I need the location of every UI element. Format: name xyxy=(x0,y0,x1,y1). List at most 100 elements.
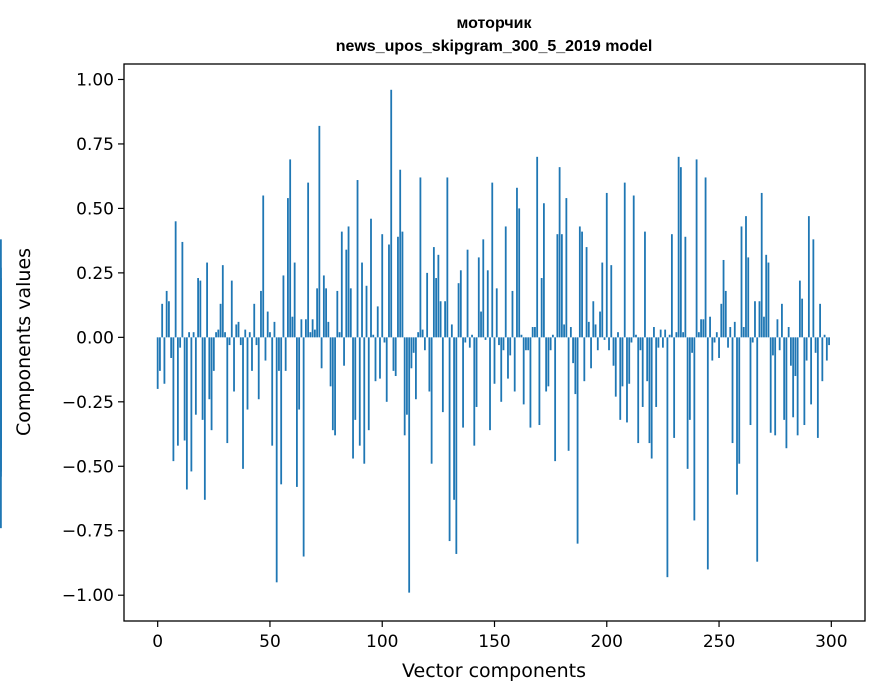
bar xyxy=(253,303,256,338)
bar xyxy=(448,337,451,542)
bars-group xyxy=(0,89,830,593)
bar xyxy=(578,226,581,338)
y-tick-label: −0.25 xyxy=(62,393,114,413)
bar xyxy=(183,337,186,441)
bar xyxy=(471,334,473,338)
bar xyxy=(504,226,507,338)
bar xyxy=(756,337,759,562)
bar xyxy=(727,337,729,348)
bar xyxy=(540,278,543,338)
bar xyxy=(772,337,774,356)
bar xyxy=(697,332,700,338)
bar xyxy=(489,337,491,431)
bar xyxy=(275,337,278,583)
bar xyxy=(749,337,752,426)
bar xyxy=(349,288,352,338)
bar xyxy=(614,337,617,397)
bar xyxy=(688,337,691,420)
y-tick-label: 0.00 xyxy=(76,328,114,348)
bar xyxy=(343,337,345,366)
bar xyxy=(385,337,388,402)
bar xyxy=(212,337,215,371)
y-tick-label: −1.00 xyxy=(62,586,114,606)
bar xyxy=(509,337,512,356)
bar xyxy=(677,156,680,338)
bar xyxy=(311,319,314,338)
bar xyxy=(224,332,226,338)
bar xyxy=(711,337,714,361)
bar xyxy=(302,337,305,557)
bar xyxy=(412,337,415,353)
bar xyxy=(298,337,301,410)
bar xyxy=(203,337,206,500)
bar xyxy=(662,337,664,348)
y-tick-label: 1.00 xyxy=(76,70,114,90)
chart-title: моторчик xyxy=(457,15,533,32)
bar xyxy=(174,221,177,338)
bar xyxy=(161,303,164,338)
bar xyxy=(547,337,550,387)
bar xyxy=(192,332,195,338)
bar xyxy=(457,283,460,338)
bar xyxy=(796,337,799,436)
bar xyxy=(709,316,711,338)
bar xyxy=(318,125,321,338)
bar xyxy=(742,327,745,338)
bar xyxy=(257,337,260,400)
bar xyxy=(637,337,640,444)
bar xyxy=(718,337,720,358)
bar xyxy=(785,337,788,449)
bar xyxy=(233,337,235,392)
bar xyxy=(170,337,173,358)
bar xyxy=(206,262,208,338)
bar xyxy=(304,319,307,338)
bar xyxy=(538,337,541,426)
bar xyxy=(363,337,366,464)
bar xyxy=(760,192,763,338)
bar xyxy=(798,280,801,338)
bar xyxy=(219,303,222,338)
bar xyxy=(630,337,633,343)
bar xyxy=(262,195,265,338)
bar xyxy=(325,288,327,338)
bar xyxy=(347,226,350,338)
bar xyxy=(549,337,552,351)
bar xyxy=(821,337,824,382)
bar xyxy=(320,337,323,369)
bar xyxy=(805,337,808,361)
bar xyxy=(441,337,444,413)
bar xyxy=(769,337,772,433)
bar xyxy=(381,234,384,338)
bar xyxy=(354,337,357,420)
bar xyxy=(282,275,285,338)
bar xyxy=(475,337,478,407)
bar xyxy=(601,262,604,338)
bar xyxy=(648,337,651,444)
bar xyxy=(502,337,505,351)
bar xyxy=(747,257,750,338)
bar xyxy=(736,337,738,495)
bar xyxy=(372,334,375,338)
bar xyxy=(201,337,204,420)
bar xyxy=(0,337,2,348)
bar xyxy=(531,327,534,338)
bar xyxy=(466,249,469,338)
bar xyxy=(244,329,247,338)
bar xyxy=(585,247,588,338)
bar xyxy=(792,337,795,418)
bar xyxy=(417,332,420,338)
bar xyxy=(379,337,381,379)
bar xyxy=(437,254,440,338)
bar xyxy=(738,337,741,464)
bar xyxy=(185,337,188,490)
y-tick-label: 0.50 xyxy=(76,199,114,219)
bar xyxy=(776,319,779,338)
bar xyxy=(491,182,494,338)
bar xyxy=(338,332,341,338)
bar xyxy=(513,337,516,392)
bar xyxy=(482,239,485,338)
bar xyxy=(729,327,732,338)
y-tick-label: −0.50 xyxy=(62,457,114,477)
bar xyxy=(165,290,168,338)
